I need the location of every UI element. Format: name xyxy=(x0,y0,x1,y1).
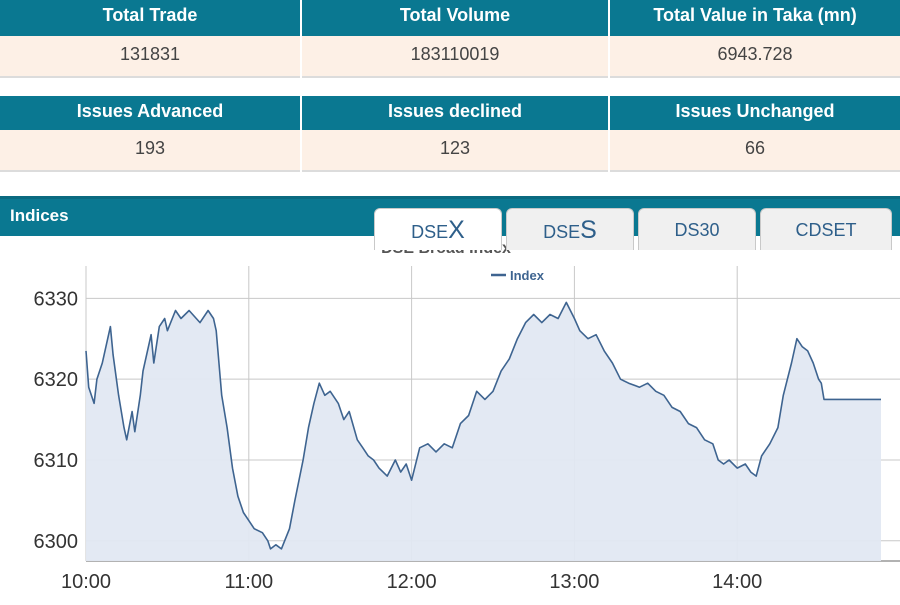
issues-unchanged-header: Issues Unchanged xyxy=(610,96,900,130)
tab-dsex[interactable]: DSEX xyxy=(374,208,502,250)
issues-summary-table: Issues Advanced Issues declined Issues U… xyxy=(0,96,900,172)
x-tick-label: 12:00 xyxy=(387,571,437,593)
total-value-value: 6943.728 xyxy=(610,36,900,78)
total-trade-header: Total Trade xyxy=(0,0,300,36)
index-series-line xyxy=(85,301,881,550)
total-trade-value: 131831 xyxy=(0,36,300,78)
issues-declined-header: Issues declined xyxy=(302,96,608,130)
issues-unchanged-value: 66 xyxy=(610,130,900,172)
tab-dses-prefix: DSE xyxy=(543,222,581,242)
total-volume-value: 183110019 xyxy=(302,36,608,78)
tab-dses-suffix: S xyxy=(580,216,597,244)
indices-title: Indices xyxy=(10,206,69,225)
index-chart-svg: 6300 6310 6320 6330 10:00 11:00 12:00 13:00 14:… xyxy=(34,240,900,593)
index-area-fill xyxy=(86,302,881,561)
x-tick-label: 10:00 xyxy=(61,571,111,593)
issues-declined-value: 123 xyxy=(302,130,608,172)
issues-advanced-value: 193 xyxy=(0,130,300,172)
market-summary-table: Total Trade Total Volume Total Value in … xyxy=(0,0,900,78)
tab-cdset-label: CDSET xyxy=(795,220,857,240)
tab-dsex-suffix: X xyxy=(448,216,465,244)
y-tick-label: 6310 xyxy=(34,450,79,472)
tab-ds30[interactable]: DS30 xyxy=(638,208,756,250)
total-value-header: Total Value in Taka (mn) xyxy=(610,0,900,36)
legend-label: Index xyxy=(510,268,545,283)
tab-dsex-prefix: DSE xyxy=(411,222,449,242)
y-tick-label: 6330 xyxy=(34,288,79,310)
total-volume-header: Total Volume xyxy=(302,0,608,36)
index-chart: 6300 6310 6320 6330 10:00 11:00 12:00 13:00 14:… xyxy=(0,236,900,600)
x-tick-label: 13:00 xyxy=(549,571,599,593)
issues-advanced-header: Issues Advanced xyxy=(0,96,300,130)
x-tick-label: 11:00 xyxy=(225,571,274,593)
tab-ds30-label: DS30 xyxy=(674,220,720,240)
y-tick-label: 6320 xyxy=(34,369,79,391)
tab-cdset[interactable]: CDSET xyxy=(760,208,892,250)
y-tick-label: 6300 xyxy=(34,531,79,553)
tab-dses[interactable]: DSES xyxy=(506,208,634,250)
x-tick-label: 14:00 xyxy=(712,571,762,593)
